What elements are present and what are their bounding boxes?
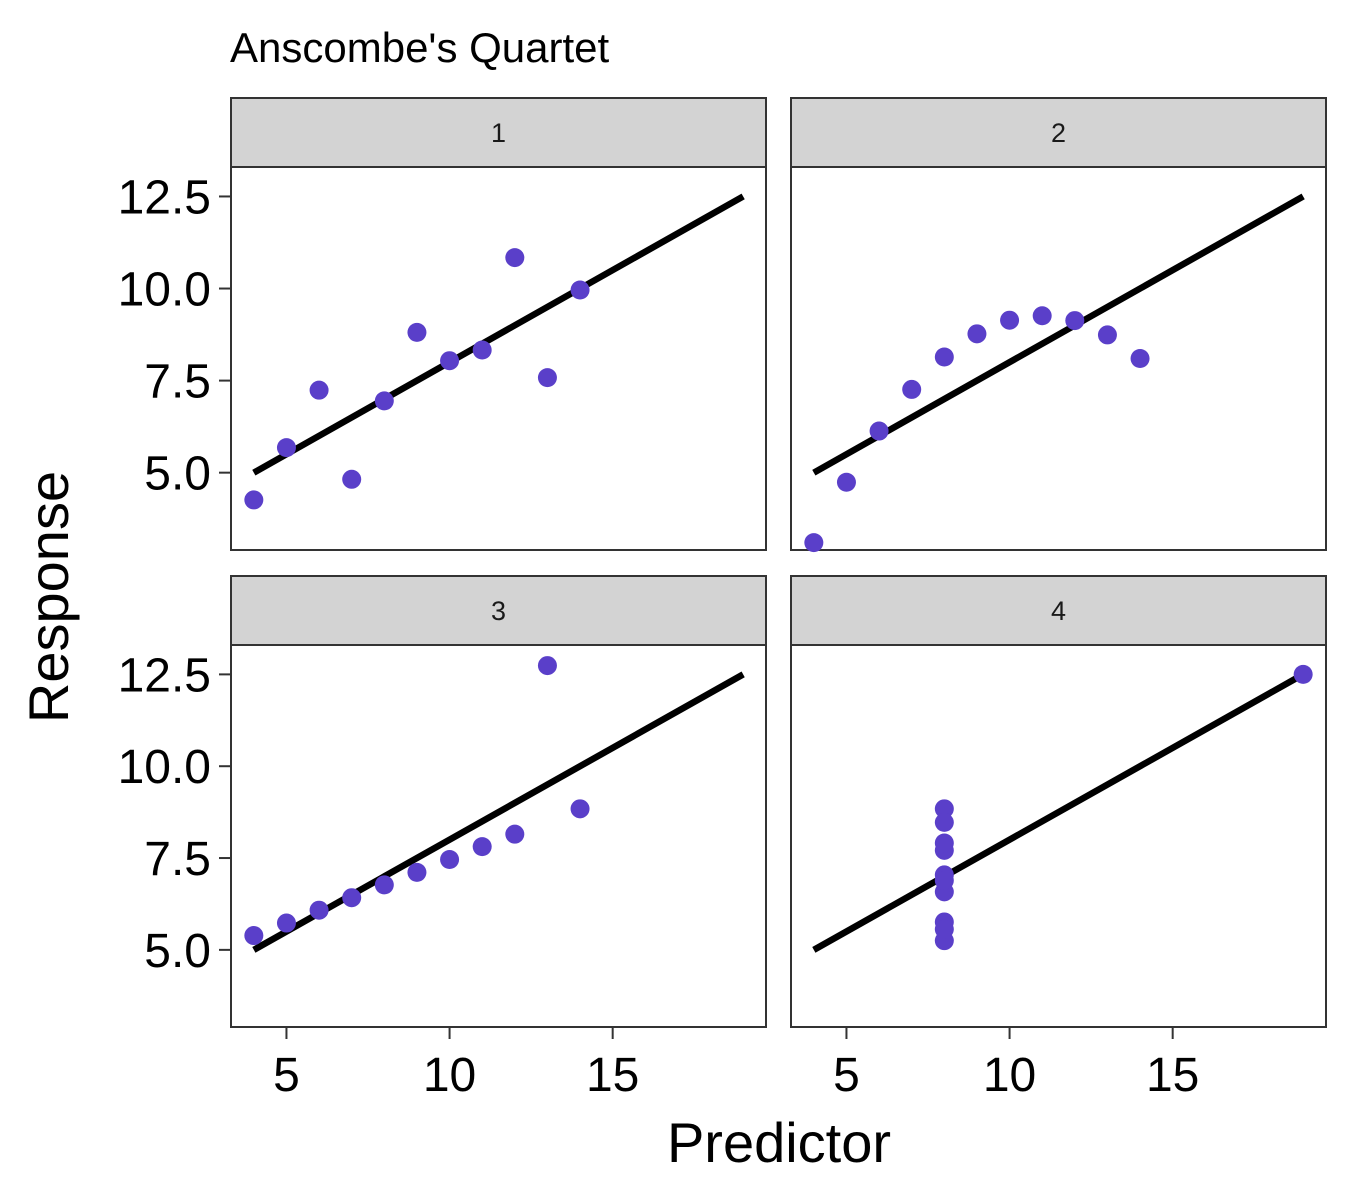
panel-2: 2: [790, 97, 1327, 553]
panel-border: [790, 644, 1327, 1028]
y-tick-label: 7.5: [144, 833, 211, 886]
y-axis-title: Response: [17, 471, 80, 723]
panel-3: 3 5.0 7.5 10.0 12.5 5 10 15: [118, 575, 767, 1102]
y-tick-label: 10.0: [118, 264, 211, 317]
strip-background: [230, 97, 767, 168]
data-point: [1065, 311, 1085, 331]
data-point: [1130, 349, 1150, 368]
data-point: [342, 888, 362, 908]
x-tick-label: 15: [1146, 1049, 1199, 1102]
data-point: [537, 368, 557, 388]
data-point: [934, 870, 954, 890]
data-point: [836, 472, 856, 492]
data-point: [967, 324, 987, 344]
chart-title: Anscombe's Quartet: [230, 24, 610, 71]
x-axis-title: Predictor: [667, 1111, 891, 1174]
panel-border: [230, 644, 767, 1028]
strip-background: [230, 575, 767, 646]
strip-label: 1: [491, 118, 506, 148]
data-point: [374, 391, 394, 411]
data-point: [342, 469, 362, 489]
strip-label: 4: [1051, 596, 1066, 626]
data-point: [934, 812, 954, 832]
fit-line: [252, 671, 745, 953]
panel-border: [790, 166, 1327, 551]
data-point: [440, 351, 460, 371]
strip-label: 3: [491, 596, 506, 626]
data-point: [505, 248, 525, 268]
data-point: [934, 347, 954, 367]
panel-border: [230, 166, 767, 551]
data-point: [804, 533, 824, 553]
y-tick-label: 5.0: [144, 925, 211, 978]
x-tick-label: 15: [586, 1049, 639, 1102]
data-point: [1000, 310, 1020, 330]
data-point: [869, 421, 889, 441]
data-point: [934, 799, 954, 819]
data-point: [309, 900, 329, 920]
panel-1: 1 5.0 7.5 10.0 12.5: [118, 97, 767, 551]
data-point: [570, 799, 590, 819]
fit-line: [812, 193, 1305, 476]
x-tick-label: 10: [423, 1049, 476, 1102]
data-point: [1293, 664, 1313, 684]
fit-line: [812, 671, 1305, 953]
data-point: [407, 862, 427, 882]
x-tick-label: 5: [833, 1049, 860, 1102]
data-point: [374, 875, 394, 895]
facet-panels: 1 5.0 7.5 10.0 12.5 2 3 5.0 7.5 10.0 12.5 5 10 15 4 5 10…: [118, 97, 1327, 1102]
y-tick-label: 10.0: [118, 741, 211, 794]
data-point: [902, 379, 922, 399]
data-point: [276, 438, 296, 458]
data-point: [1032, 306, 1052, 326]
data-point: [570, 280, 590, 300]
y-tick-label: 12.5: [118, 649, 211, 702]
y-tick-label: 5.0: [144, 448, 211, 501]
data-point: [505, 824, 525, 844]
data-point: [309, 380, 329, 400]
data-point: [934, 919, 954, 939]
panel-4: 4 5 10 15: [790, 575, 1327, 1102]
data-point: [537, 656, 557, 676]
strip-label: 2: [1051, 118, 1066, 148]
data-point: [934, 833, 954, 853]
y-tick-label: 12.5: [118, 171, 211, 224]
data-point: [472, 837, 492, 857]
data-point: [472, 340, 492, 360]
x-tick-label: 5: [273, 1049, 300, 1102]
y-tick-label: 7.5: [144, 356, 211, 409]
x-tick-label: 10: [983, 1049, 1036, 1102]
data-point: [244, 490, 264, 510]
data-point: [244, 926, 264, 946]
data-point: [407, 322, 427, 342]
data-point: [440, 850, 460, 870]
fit-line: [252, 193, 745, 476]
data-point: [1097, 325, 1117, 345]
strip-background: [790, 575, 1327, 646]
data-point: [276, 913, 296, 933]
